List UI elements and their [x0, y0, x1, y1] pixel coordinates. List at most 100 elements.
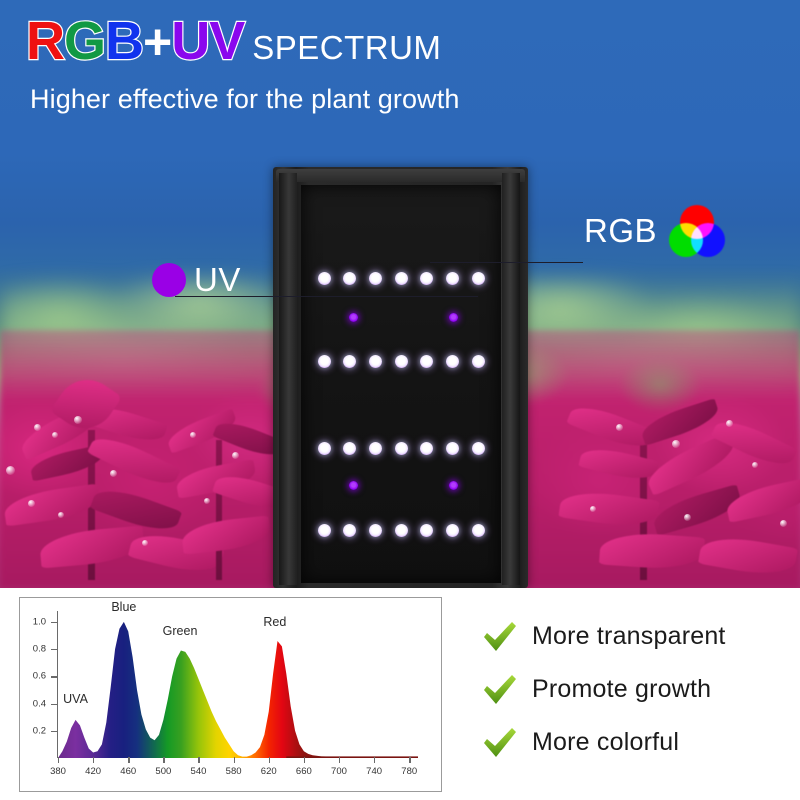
green-check-icon: [482, 726, 518, 760]
chart-x-tick: [338, 757, 341, 763]
lamp-fixture: [273, 167, 528, 588]
led-white: [368, 441, 382, 455]
rgb-leader-line: [430, 262, 583, 263]
chart-x-tick: [303, 757, 306, 763]
led-white: [445, 441, 459, 455]
led-white: [343, 441, 357, 455]
uv-dot-icon: [152, 263, 186, 297]
led-white: [394, 271, 408, 285]
led-white: [394, 354, 408, 368]
page-subtitle: Higher effective for the plant growth: [30, 84, 460, 114]
led-white: [420, 354, 434, 368]
title-letter-b: B: [104, 11, 145, 71]
chart-plot-area: [58, 611, 418, 758]
chart-x-tick-label: 380: [50, 766, 66, 777]
led-white: [368, 271, 382, 285]
chart-x-tick-label: 500: [155, 766, 172, 777]
led-white: [394, 441, 408, 455]
spectrum-chart: 0.2 0.4 0.6 0.8 1.0 380 420 460 500 540 580 620 660 7…: [19, 597, 442, 792]
title-spectrum-word: SPECTRUM: [252, 29, 442, 66]
uv-leader-line: [175, 296, 478, 297]
led-uv: [348, 312, 358, 322]
list-item-label: More transparent: [532, 622, 726, 650]
led-white: [445, 523, 459, 537]
chart-x-tick-label: 740: [366, 766, 383, 777]
led-white: [317, 271, 331, 285]
chart-x-tick: [268, 757, 271, 763]
lamp-right-rail: [502, 173, 520, 585]
spectrum-area: [58, 621, 418, 758]
lamp-led-panel: [301, 185, 501, 583]
chart-y-tick: [51, 621, 57, 624]
led-uv: [348, 480, 358, 490]
led-white: [445, 271, 459, 285]
led-uv: [448, 312, 458, 322]
chart-x-tick: [163, 757, 165, 763]
callout-uv-label: UV: [194, 261, 241, 298]
list-item: More colorful: [482, 716, 782, 769]
chart-x-tick: [233, 757, 235, 763]
chart-y-tick: [51, 649, 57, 651]
lamp-left-rail: [279, 173, 297, 585]
chart-x-tick-label: 460: [120, 766, 137, 777]
callout-rgb: RGB: [576, 205, 726, 257]
bottom-panel: 0.2 0.4 0.6 0.8 1.0 380 420 460 500 540 580 620 660 7…: [0, 588, 800, 800]
chart-x-tick: [128, 757, 130, 763]
led-white: [420, 523, 434, 537]
hero-photo: UV RGB RGB+UV SPECTRUM Higher effective f…: [0, 0, 800, 588]
led-white: [317, 441, 331, 455]
chart-x-tick-label: 780: [401, 766, 418, 777]
chart-y-tick-label: 1.0: [32, 616, 46, 628]
chart-x-tick: [198, 757, 200, 763]
led-white: [420, 271, 434, 285]
led-white: [471, 271, 485, 285]
chart-y-tick: [51, 676, 57, 678]
led-white: [368, 523, 382, 537]
led-white: [420, 441, 434, 455]
chart-y-tick: [51, 730, 57, 733]
chart-y-axis: [57, 611, 59, 758]
callout-uv: UV: [152, 261, 241, 299]
led-white: [471, 354, 485, 368]
chart-annotation: Red: [263, 614, 287, 629]
led-white: [368, 354, 382, 368]
title-letter-u: U: [170, 11, 211, 71]
list-item: More transparent: [482, 610, 782, 663]
spectrum-curves: [58, 621, 418, 758]
led-white: [343, 523, 357, 537]
led-white: [445, 354, 459, 368]
chart-annotation: UVA: [63, 692, 88, 707]
led-white: [317, 354, 331, 368]
led-white: [394, 523, 408, 537]
chart-annotation: Blue: [111, 599, 137, 614]
title-letter-v: V: [208, 11, 246, 71]
led-white: [343, 271, 357, 285]
led-white: [471, 441, 485, 455]
chart-x-tick-label: 700: [331, 766, 347, 777]
chart-y-tick-label: 0.6: [32, 670, 46, 682]
page-title: RGB+UV SPECTRUM: [25, 11, 442, 71]
led-white: [343, 354, 357, 368]
green-check-icon: [482, 673, 518, 707]
rgb-circles-icon: [669, 205, 726, 257]
list-item-label: Promote growth: [532, 675, 712, 703]
chart-annotation: Green: [162, 624, 198, 639]
chart-x-tick: [409, 757, 411, 763]
chart-x-tick-label: 420: [85, 766, 102, 777]
title-line: RGB+UV SPECTRUM: [25, 11, 442, 71]
callout-rgb-label: RGB: [584, 212, 658, 249]
led-uv: [448, 480, 458, 490]
list-item-label: More colorful: [532, 728, 680, 756]
title-letter-r: R: [25, 11, 66, 71]
feature-list: More transparent Promote growth More col…: [482, 610, 782, 769]
green-check-icon: [482, 620, 518, 654]
list-item: Promote growth: [482, 663, 782, 716]
chart-x-tick: [374, 757, 376, 763]
chart-x-tick: [93, 757, 95, 763]
chart-y-tick-label: 0.8: [32, 643, 46, 655]
led-white: [471, 523, 485, 537]
chart-y-tick-label: 0.2: [32, 725, 46, 737]
lamp-top-bevel: [276, 169, 525, 182]
title-letter-g: G: [63, 11, 107, 71]
